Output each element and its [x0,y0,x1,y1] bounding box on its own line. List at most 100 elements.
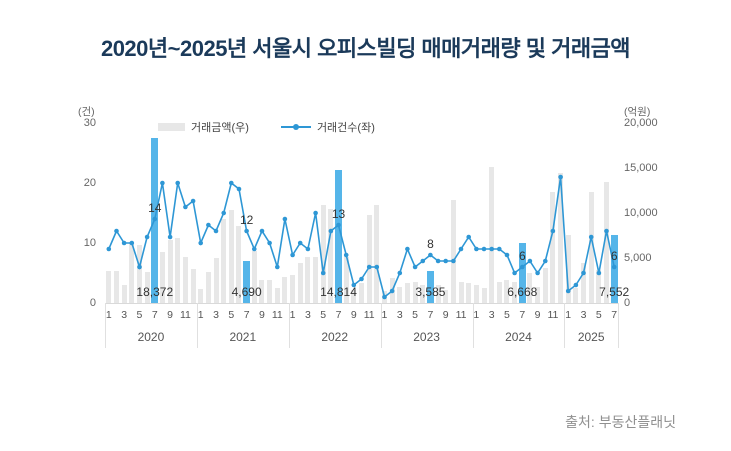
line-point [604,228,609,234]
amount-bar [359,283,364,303]
amount-bar [397,287,403,303]
month-tick: 7 [427,309,434,321]
line-point [497,246,502,252]
highlight-bar [426,270,434,303]
amount-annotation: 18,372 [136,285,174,299]
highlight-bar [243,260,251,303]
line-point [160,180,165,186]
amount-bar [366,214,372,303]
amount-bar [412,281,418,303]
right-axis-tick: 20,000 [624,117,658,129]
line-point [412,264,418,270]
count-annotation: 6 [610,249,618,263]
year-label: 2023 [413,330,440,344]
amount-bar [420,285,426,303]
amount-annotation: 4,690 [231,285,262,299]
line-point [443,258,449,264]
month-tick: 9 [442,309,449,321]
count-annotation: 8 [427,237,434,251]
highlight-bar [518,243,526,303]
right-axis-tick: 15,000 [624,162,658,174]
year-label: 2022 [321,330,349,344]
highlight-bar [335,169,343,303]
amount-bar [190,268,196,303]
amount-bar [496,281,502,303]
amount-bar [251,250,257,303]
amount-bar [121,285,127,303]
line-point [275,264,280,270]
line-point [573,282,579,288]
line-point [336,222,341,228]
line-point [305,246,311,252]
amount-bar [435,285,441,303]
line-point [190,198,196,204]
line-point [435,258,441,264]
amount-bar [466,283,472,303]
amount-bar [213,258,219,303]
amount-bar [267,280,273,303]
line-point [397,270,403,276]
year-separator [288,303,290,348]
left-axis-tick: 30 [83,117,96,129]
month-tick: 1 [197,309,204,321]
legend-line-marker-icon [292,124,299,130]
month-tick: 7 [335,309,342,321]
month-tick: 11 [363,309,375,321]
amount-bar [106,270,112,303]
month-tick: 7 [151,309,158,321]
line-point [206,222,211,228]
count-annotation: 14 [148,201,162,215]
line-point [213,228,219,234]
amount-bar [550,192,556,303]
line-point [351,282,357,288]
source-credit: 출처: 부동산플래닛 [565,414,676,430]
amount-annotation: 6,668 [507,285,538,299]
line-point [320,270,326,276]
amount-bar [328,208,334,303]
month-tick: 7 [611,309,618,321]
line-point [428,252,433,258]
amount-bar [565,235,571,303]
month-tick: 3 [580,309,587,321]
line-point [474,246,479,252]
line-point [558,174,563,180]
count-annotation: 12 [239,213,254,227]
amount-bar [512,281,518,303]
month-tick: 5 [228,309,235,321]
amount-bar [450,200,456,303]
line-point [611,264,617,270]
amount-bar [136,244,142,303]
amount-bar [473,285,479,303]
month-tick: 1 [289,309,296,321]
amount-bar [443,289,449,303]
amount-bar [228,210,234,303]
amount-bar [205,271,211,303]
amount-bar [320,204,326,303]
line-point [167,234,173,240]
amount-bar [175,238,181,303]
line-point [106,246,112,252]
legend-line-swatch [280,124,311,130]
amount-bar [259,280,265,303]
line-point [520,264,525,270]
month-tick: 9 [350,309,357,321]
line-point [588,234,594,240]
left-axis-unit: (건) [78,106,95,118]
amount-annotation: 14,814 [320,285,357,299]
year-separator [618,303,619,348]
right-axis-unit: (억원) [624,106,651,118]
line-point [267,240,272,246]
amount-bar [313,256,319,303]
left-axis-tick: 0 [89,297,96,309]
line-point [359,276,364,282]
month-tick: 11 [271,309,283,321]
month-tick: 5 [595,309,602,321]
chart-title: 2020년~2025년 서울시 오피스빌딩 매매거래량 및 거래금액 [100,36,631,61]
line-point [144,234,150,240]
line-point [290,252,295,258]
line-point [405,246,410,252]
amount-bar [282,276,288,303]
month-tick: 11 [547,309,559,321]
amount-annotation: 7,552 [599,285,630,299]
line-point [366,264,372,270]
